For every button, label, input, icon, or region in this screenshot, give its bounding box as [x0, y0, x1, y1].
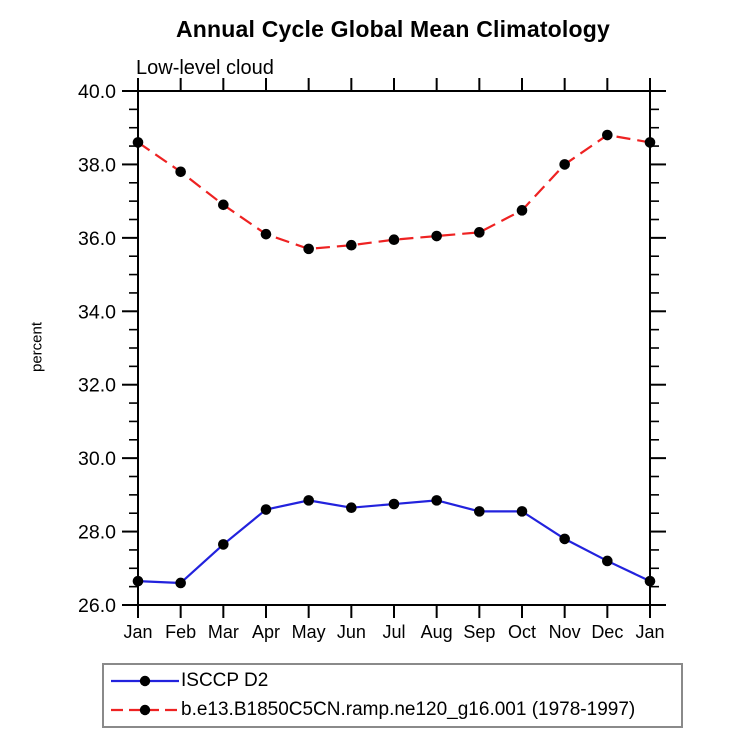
data-point-marker: [132, 575, 144, 587]
legend-item-model: b.e13.B1850C5CN.ramp.ne120_g16.001 (1978…: [104, 697, 681, 723]
series-line-0: [137, 499, 651, 585]
legend-solid-line-icon: [111, 675, 179, 687]
data-point-marker: [388, 498, 400, 510]
data-point-marker: [260, 228, 272, 240]
x-tick-label: Feb: [165, 622, 196, 642]
data-point-marker: [303, 495, 314, 506]
x-tick-label: May: [292, 622, 326, 642]
data-point-marker: [175, 166, 186, 178]
y-tick-label: 40.0: [78, 81, 116, 103]
series-line-1: [137, 133, 651, 250]
data-point-marker: [218, 539, 229, 550]
x-tick-label: Oct: [508, 622, 536, 642]
data-point-marker: [388, 234, 400, 245]
data-point-marker: [132, 137, 144, 148]
legend-label-model: b.e13.B1850C5CN.ramp.ne120_g16.001 (1978…: [181, 699, 636, 720]
y-tick-label: 32.0: [78, 375, 116, 397]
data-point-marker: [218, 199, 229, 211]
legend-dashed-line-icon: [111, 704, 179, 716]
x-tick-label: Nov: [549, 622, 581, 642]
chart-title: Annual Cycle Global Mean Climatology: [175, 16, 611, 42]
data-point-marker: [346, 502, 357, 514]
data-point-marker: [644, 137, 656, 148]
data-point-marker: [559, 533, 570, 545]
y-tick-label: 28.0: [78, 522, 116, 544]
x-tick-label: Sep: [463, 622, 495, 642]
y-tick-label: 26.0: [78, 595, 116, 617]
data-point-marker: [474, 506, 485, 517]
data-point-marker: [431, 230, 442, 242]
x-tick-label: Jan: [635, 622, 664, 642]
plot-area: 26.0 28.0 30.0 32.0 34.0 36.0 38.0 40.0 Jan Feb Ma…: [78, 78, 666, 642]
data-point-marker: [644, 575, 656, 587]
data-point-marker: [602, 555, 613, 567]
x-tick-label: Aug: [421, 622, 453, 642]
data-point-marker: [516, 205, 528, 216]
data-point-marker: [346, 239, 357, 251]
x-tick-label: Jul: [382, 622, 405, 642]
data-point-marker: [602, 129, 613, 141]
y-tick-label: 38.0: [78, 154, 116, 176]
legend-label-obs: ISCCP D2: [181, 670, 269, 691]
x-tick-label: Apr: [252, 622, 280, 642]
x-tick-label: Jan: [123, 622, 152, 642]
x-tick-label: Dec: [591, 622, 623, 642]
data-point-marker: [516, 506, 528, 517]
legend: ISCCP D2 b.e13.B1850C5CN.ramp.ne120_g16.…: [102, 663, 683, 728]
data-point-marker: [303, 243, 314, 255]
data-point-marker: [175, 577, 186, 589]
legend-item-obs: ISCCP D2: [104, 668, 681, 694]
y-tick-label: 36.0: [78, 228, 116, 250]
chart-subtitle: Low-level cloud: [136, 57, 274, 79]
y-tick-label: 30.0: [78, 448, 116, 470]
data-point-marker: [260, 504, 272, 515]
data-point-marker: [431, 495, 442, 506]
data-point-marker: [559, 159, 570, 170]
x-tick-label: Jun: [337, 622, 366, 642]
data-point-marker: [474, 227, 485, 238]
y-tick-label: 34.0: [78, 301, 116, 323]
x-tick-label: Mar: [208, 622, 239, 642]
